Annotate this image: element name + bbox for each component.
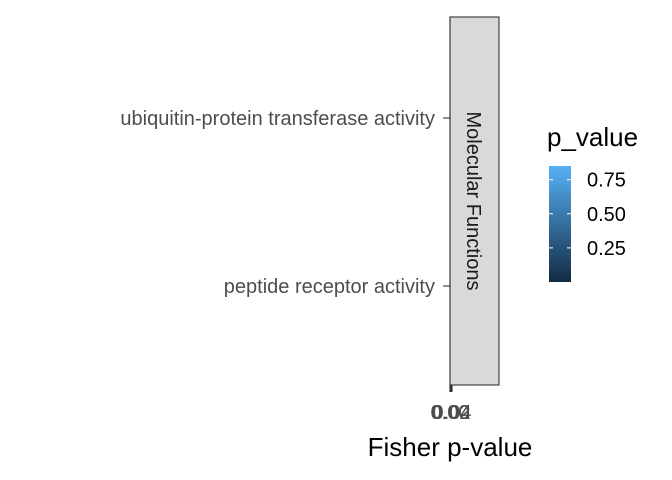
- facet-strip-label: Molecular Functions: [462, 112, 484, 291]
- legend-title: p_value: [547, 122, 638, 152]
- x-tick-label-1: 0.02: [432, 402, 471, 424]
- legend-breaks: 0.75 0.50 0.25: [549, 170, 626, 260]
- legend-break-label: 0.75: [587, 170, 626, 192]
- y-tick-label-0: ubiquitin-protein transferase activity: [120, 108, 435, 130]
- x-tick-label-0: 0.00: [431, 402, 470, 424]
- facet-strip: [449, 16, 500, 386]
- legend-break-label: 0.50: [587, 204, 626, 226]
- y-tick-label-1: peptide receptor activity: [224, 276, 435, 298]
- legend-colorbar: [549, 166, 571, 282]
- legend-break-label: 0.25: [587, 238, 626, 260]
- x-axis-title: Fisher p-value: [368, 432, 533, 462]
- x-tick-label-2: 0.04: [433, 402, 472, 424]
